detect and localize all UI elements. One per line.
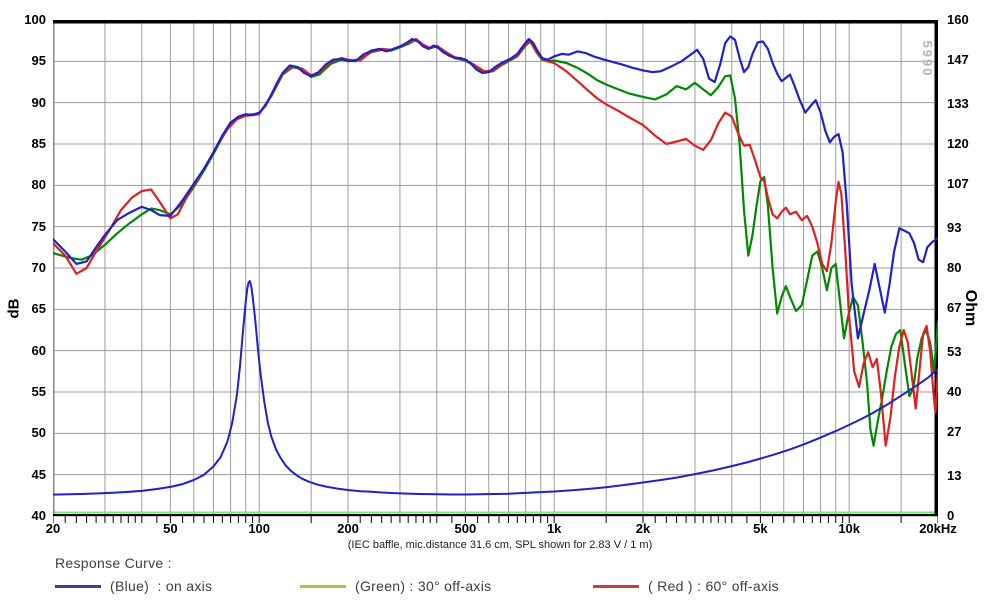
- ohm-tick-label: 107: [947, 176, 969, 192]
- legend-swatch: [300, 584, 346, 588]
- ohm-tick-label: 27: [947, 424, 962, 440]
- freq-tick-label: 2k: [635, 521, 651, 536]
- ohm-tick-label: 40: [947, 384, 962, 399]
- legend-label: ( Red ) : 60° off-axis: [648, 578, 779, 594]
- db-tick-label: 100: [24, 12, 46, 27]
- curve-impedance: [53, 280, 938, 496]
- db-tick-label: 80: [31, 177, 46, 193]
- curve-60-off-axis-spl: [53, 37, 938, 447]
- db-tick-label: 75: [31, 218, 46, 234]
- freq-tick-label: 200: [337, 521, 359, 536]
- db-tick-label: 95: [31, 53, 46, 69]
- db-tick-label: 55: [31, 384, 46, 399]
- ohm-tick-label: 0: [947, 508, 955, 523]
- legend-label: (Green) : 30° off-axis: [355, 578, 492, 594]
- db-tick-label: 85: [31, 136, 46, 151]
- ohm-axis-title: Ohm: [962, 289, 979, 327]
- legend-title: Response Curve :: [55, 555, 172, 571]
- ohm-tick-label: 160: [947, 12, 969, 27]
- freq-tick-label: 1k: [546, 521, 562, 536]
- legend-item: (Blue) : on axis: [55, 578, 212, 594]
- db-tick-label: 40: [31, 508, 46, 523]
- ohm-tick-label: 133: [947, 95, 969, 111]
- chart-canvas: [53, 20, 938, 523]
- legend-item: (Green) : 30° off-axis: [300, 578, 491, 594]
- freq-tick-label: 50: [163, 521, 178, 536]
- ohm-tick-label: 80: [947, 260, 962, 275]
- freq-tick-label: 20: [45, 521, 61, 536]
- db-tick-label: 50: [31, 425, 46, 441]
- ohm-tick-label: 13: [947, 467, 962, 483]
- db-tick-label: 70: [31, 260, 46, 275]
- freq-tick-label: 500: [454, 521, 477, 536]
- ohm-tick-label: 67: [947, 300, 962, 316]
- curve-on-axis-spl: [53, 35, 938, 340]
- curve-30-off-axis-spl: [53, 38, 938, 447]
- legend-swatch: [593, 584, 639, 588]
- freq-tick-label: 10k: [838, 521, 861, 536]
- db-tick-label: 60: [31, 342, 46, 358]
- freq-tick-label: 100: [248, 521, 271, 536]
- db-axis-title: dB: [5, 298, 23, 319]
- db-tick-label: 45: [31, 466, 46, 482]
- measurement-caption: (IEC baffle, mic.distance 31.6 cm, SPL s…: [347, 539, 653, 551]
- db-tick-label: 65: [31, 301, 46, 317]
- watermark-text: 5990: [920, 40, 935, 78]
- db-tick-label: 90: [31, 94, 46, 110]
- freq-tick-label: 5k: [753, 521, 768, 536]
- ohm-tick-label: 93: [947, 219, 962, 235]
- ohm-tick-label: 120: [947, 136, 969, 151]
- legend-item: ( Red ) : 60° off-axis: [593, 578, 779, 594]
- legend-label: (Blue) : on axis: [110, 578, 213, 594]
- legend-swatch: [55, 584, 101, 588]
- ohm-tick-label: 147: [947, 52, 969, 68]
- freq-tick-label: 20kHz: [919, 521, 957, 536]
- ohm-tick-label: 53: [947, 343, 962, 359]
